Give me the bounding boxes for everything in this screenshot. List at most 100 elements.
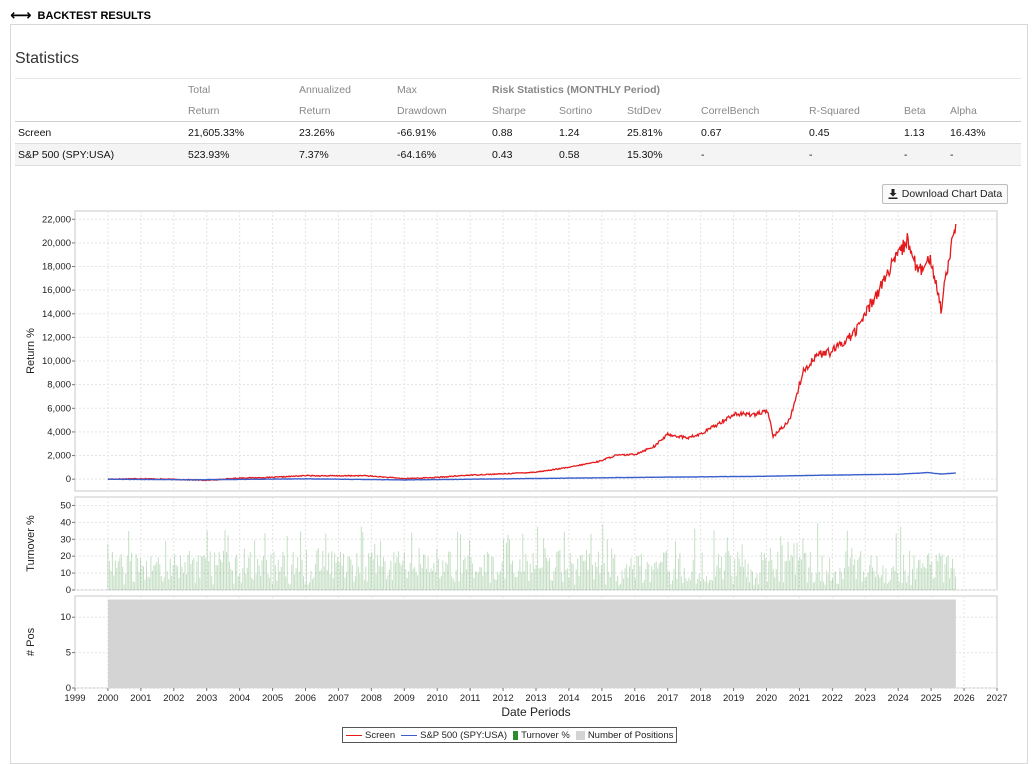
header-cell: Sortino — [556, 100, 624, 122]
header-cell: Annualized — [296, 78, 394, 100]
table-header-row: Total Annualized Max Risk Statistics (MO… — [15, 78, 1021, 100]
x-tick-label: 1999 — [64, 693, 85, 704]
y-tick-label: 16,000 — [42, 285, 71, 296]
row-name: S&P 500 (SPY:USA) — [15, 143, 185, 166]
header-cell: Return — [296, 100, 394, 122]
table-cell: 0.67 — [698, 121, 806, 144]
table-cell: 0.88 — [489, 121, 556, 144]
table-cell: 1.24 — [556, 121, 624, 144]
y-tick-label: 30 — [60, 534, 71, 545]
left-right-arrow-icon[interactable]: ⟷ — [10, 7, 32, 24]
x-tick-label: 2013 — [525, 693, 546, 704]
positions-area — [107, 599, 956, 688]
legend-label: S&P 500 (SPY:USA) — [420, 729, 508, 741]
y-tick-label: 10 — [60, 612, 71, 623]
x-tick-label: 2004 — [229, 693, 250, 704]
x-tick-label: 2025 — [921, 693, 942, 704]
header-cell: Total — [185, 78, 296, 100]
y-tick-label: 50 — [60, 500, 71, 511]
x-tick-label: 2002 — [163, 693, 184, 704]
header-cell: Sharpe — [489, 100, 556, 122]
y-tick-label: 10 — [60, 568, 71, 579]
legend-item: S&P 500 (SPY:USA) — [401, 730, 507, 741]
header-cell: Max — [394, 78, 489, 100]
x-tick-label: 2023 — [855, 693, 876, 704]
table-row: Screen 21,605.33% 23.26% -66.91% 0.88 1.… — [15, 121, 1021, 144]
table-cell: 23.26% — [296, 121, 394, 144]
table-cell: 0.58 — [556, 143, 624, 166]
y-tick-label: 2,000 — [47, 451, 71, 462]
table-row: S&P 500 (SPY:USA) 523.93% 7.37% -64.16% … — [15, 143, 1021, 166]
y-tick-label: 10,000 — [42, 356, 71, 367]
x-tick-label: 2024 — [888, 693, 909, 704]
table-cell: - — [806, 143, 901, 166]
table-cell: 1.13 — [901, 121, 947, 144]
x-tick-label: 2027 — [986, 693, 1007, 704]
y-tick-label: 5 — [66, 648, 71, 659]
y-tick-label: 4,000 — [47, 427, 71, 438]
x-tick-label: 2005 — [262, 693, 283, 704]
section-header[interactable]: ⟷ BACKTEST RESULTS — [10, 8, 151, 24]
y-tick-label: 22,000 — [42, 214, 71, 225]
legend-line-swatch — [346, 734, 362, 736]
y-tick-label: 12,000 — [42, 332, 71, 343]
table-cell: -64.16% — [394, 143, 489, 166]
legend-label: Turnover % — [521, 729, 570, 741]
table-cell: 21,605.33% — [185, 121, 296, 144]
table-cell: 0.43 — [489, 143, 556, 166]
x-tick-label: 2011 — [460, 693, 480, 704]
table-cell: - — [698, 143, 806, 166]
download-button-label: Download Chart Data — [901, 188, 1003, 200]
x-tick-label: 2000 — [97, 693, 118, 704]
x-tick-label: 2018 — [690, 693, 711, 704]
x-tick-label: 2026 — [954, 693, 975, 704]
legend-item: Turnover % — [513, 730, 570, 741]
row-name: Screen — [15, 121, 185, 144]
y-tick-label: 0 — [66, 474, 71, 485]
header-cell: Drawdown — [394, 100, 489, 122]
legend-item: Number of Positions — [575, 729, 674, 741]
y-tick-label: 14,000 — [42, 309, 71, 320]
risk-statistics-label: Risk Statistics (MONTHLY Period) — [489, 78, 806, 100]
download-icon — [888, 189, 898, 199]
statistics-title: Statistics — [15, 50, 80, 67]
header-cell: Alpha — [947, 100, 1021, 122]
legend-area-swatch — [575, 730, 585, 740]
download-chart-data-button[interactable]: Download Chart Data — [882, 184, 1008, 204]
y-tick-label: 0 — [66, 585, 71, 596]
x-tick-label: 2007 — [328, 693, 349, 704]
x-axis-label: Date Periods — [501, 705, 570, 719]
y-axis-label: # Pos — [25, 627, 37, 656]
header-cell: Beta — [901, 100, 947, 122]
x-tick-label: 2020 — [756, 693, 777, 704]
x-tick-label: 2022 — [822, 693, 843, 704]
y-tick-label: 6,000 — [47, 403, 71, 414]
header-cell: R-Squared — [806, 100, 901, 122]
legend-bar-swatch — [513, 730, 519, 740]
table-cell: 523.93% — [185, 143, 296, 166]
section-title: BACKTEST RESULTS — [37, 10, 151, 22]
legend-item: Screen — [346, 730, 395, 741]
y-tick-label: 18,000 — [42, 262, 71, 273]
table-cell: 0.45 — [806, 121, 901, 144]
y-tick-label: 8,000 — [47, 380, 71, 391]
y-tick-label: 20,000 — [42, 238, 71, 249]
x-tick-label: 2006 — [295, 693, 316, 704]
legend-label: Screen — [365, 729, 396, 741]
x-tick-label: 2001 — [130, 693, 151, 704]
y-axis-label: Turnover % — [25, 515, 37, 572]
legend-label: Number of Positions — [587, 729, 674, 741]
x-tick-label: 2021 — [789, 693, 810, 704]
header-cell: CorrelBench — [698, 100, 806, 122]
x-tick-label: 2017 — [657, 693, 678, 704]
y-tick-label: 0 — [66, 683, 71, 694]
table-cell: 25.81% — [624, 121, 698, 144]
header-cell: StdDev — [624, 100, 698, 122]
y-tick-label: 40 — [60, 517, 71, 528]
series-line-sp500 — [107, 471, 956, 481]
table-cell: - — [947, 143, 1021, 166]
x-tick-label: 2019 — [723, 693, 744, 704]
header-cell: Return — [185, 100, 296, 122]
y-tick-label: 20 — [60, 551, 71, 562]
x-tick-label: 2010 — [427, 693, 448, 704]
